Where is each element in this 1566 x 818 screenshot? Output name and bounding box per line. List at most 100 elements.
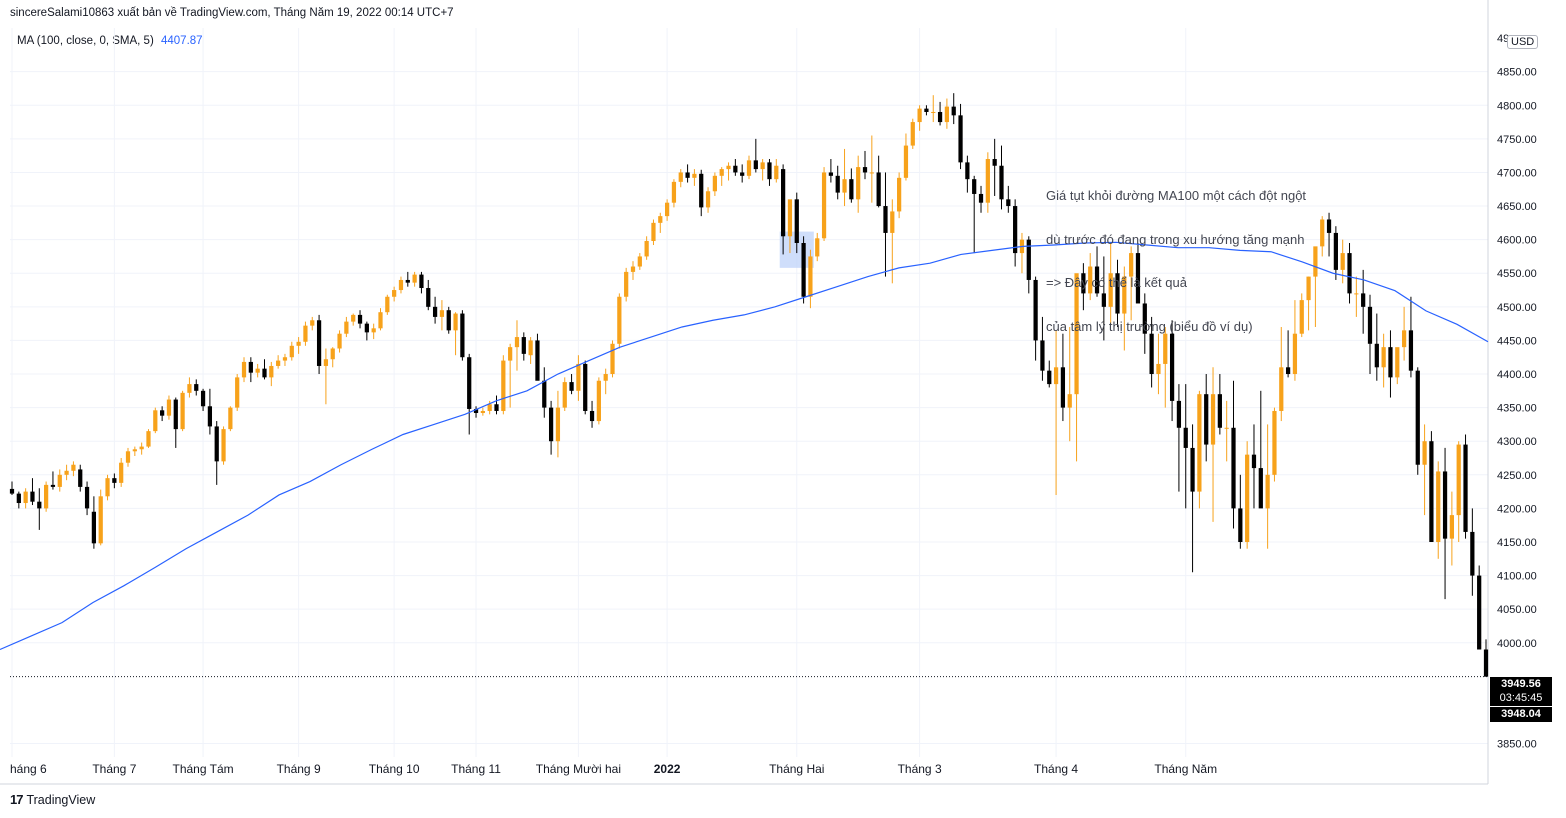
annotation-line: Giá tụt khỏi đường MA100 một cách đột ng… <box>1046 188 1307 203</box>
footer-brand[interactable]: 17 TradingView <box>10 792 95 807</box>
candle-body <box>1456 444 1461 516</box>
candle-body <box>1388 347 1393 378</box>
candle-body <box>1292 333 1298 375</box>
candle <box>494 395 499 415</box>
candle-body <box>64 470 69 475</box>
candle-body <box>583 363 588 411</box>
candle <box>78 464 83 492</box>
candle <box>794 192 799 254</box>
candle <box>869 135 874 203</box>
tradingview-logo-icon: 17 <box>10 792 24 807</box>
candle-body <box>883 206 888 233</box>
candle-body <box>1135 253 1141 304</box>
candle <box>1347 243 1352 304</box>
y-axis: 3850.00 4000.00 4050.00 4100.00 4150.00 4200.… <box>1497 33 1537 750</box>
candle-body <box>453 313 458 331</box>
candle-body <box>1306 276 1311 301</box>
candle <box>774 159 779 183</box>
candle <box>1163 326 1168 408</box>
ma-layer <box>0 241 1489 651</box>
candle <box>1190 424 1195 573</box>
close-price-label: 3948.04 <box>1490 707 1552 722</box>
candle <box>71 461 76 477</box>
candle-body <box>473 408 479 413</box>
candle-body <box>1313 246 1318 277</box>
candle <box>1060 333 1066 422</box>
candle-body <box>1429 441 1434 542</box>
candle <box>1026 236 1031 294</box>
candle-body <box>535 340 540 381</box>
candle <box>917 105 922 131</box>
candle <box>1463 434 1468 539</box>
y-tick-label: 4350.00 <box>1497 403 1537 415</box>
candle <box>453 312 458 356</box>
candle <box>1217 374 1222 435</box>
candle <box>1033 276 1038 361</box>
candle-body <box>1340 253 1345 270</box>
candle-body <box>1258 468 1263 509</box>
x-tick-label: Tháng 10 <box>369 762 420 776</box>
candle <box>958 103 963 170</box>
candle <box>1395 347 1400 385</box>
candle <box>1245 441 1250 549</box>
candle-body <box>508 347 513 361</box>
candle <box>651 219 656 246</box>
candle <box>1456 441 1461 542</box>
indicator-legend[interactable]: MA (100, close, 0, SMA, 5) 4407.87 <box>17 35 203 47</box>
candle-body <box>781 169 786 237</box>
candle-body <box>787 199 793 237</box>
candle <box>296 337 301 354</box>
currency-badge[interactable]: USD <box>1507 35 1539 49</box>
candle-body <box>1210 394 1216 445</box>
candle <box>105 474 110 501</box>
candle <box>235 374 240 411</box>
candle <box>37 488 42 530</box>
candle <box>303 321 308 346</box>
candle <box>521 332 526 361</box>
x-tick-label: Tháng Năm <box>1154 762 1217 776</box>
y-tick-label: 4200.00 <box>1497 503 1537 515</box>
candle <box>1135 243 1141 304</box>
candle-body <box>262 368 267 378</box>
candle <box>153 407 158 434</box>
candle-body <box>999 165 1004 200</box>
candle-body <box>432 306 438 317</box>
candle <box>589 400 595 428</box>
candle-body <box>658 216 663 223</box>
y-tick-label: 4600.00 <box>1497 235 1537 247</box>
y-tick-label: 4050.00 <box>1497 604 1537 616</box>
candle-body <box>576 363 581 391</box>
candle <box>200 388 206 411</box>
candle <box>467 353 472 435</box>
candle <box>705 187 711 213</box>
candle <box>1470 508 1475 596</box>
candle-body <box>200 390 206 407</box>
annotation-line: dù trước đó đang trong xu hướng tăng mạn… <box>1046 231 1305 247</box>
candle-body <box>57 474 62 487</box>
candle-body <box>528 340 533 356</box>
candle <box>64 464 69 481</box>
candle <box>439 300 445 331</box>
candle <box>371 323 376 340</box>
candle-body <box>569 382 574 391</box>
candle <box>460 310 465 361</box>
candle-body <box>1442 471 1448 539</box>
candle-body <box>671 181 677 203</box>
candle-body <box>965 162 970 180</box>
annotation-line: của tâm lý thị trường (biểu đồ ví dụ) <box>1046 318 1253 334</box>
candle <box>637 253 642 270</box>
candle <box>583 360 588 415</box>
candle-body <box>419 274 424 289</box>
candle <box>269 361 274 387</box>
candle-body <box>548 407 554 442</box>
candle <box>187 377 192 398</box>
candle <box>1013 199 1018 267</box>
candle <box>9 481 15 495</box>
candle <box>1176 384 1182 492</box>
candle <box>596 377 601 425</box>
candle-body <box>1067 394 1072 408</box>
candle <box>610 340 615 378</box>
candle <box>978 185 984 213</box>
candle <box>1320 216 1325 257</box>
